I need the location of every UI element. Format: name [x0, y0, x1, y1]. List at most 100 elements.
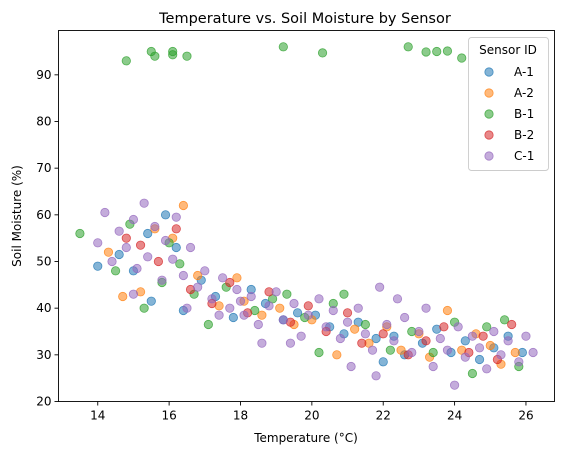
data-point-c-1: [182, 303, 192, 313]
y-tick-label: 30: [36, 348, 51, 362]
data-point-b-1: [150, 51, 160, 61]
y-tick-label: 50: [36, 255, 51, 269]
x-axis-ticks: 14 16 18 20 22 24 26: [90, 401, 534, 423]
y-tick-label: 70: [36, 161, 51, 175]
data-point-c-1: [107, 256, 117, 267]
data-point-c-1: [382, 319, 392, 330]
data-point-c-1: [218, 273, 228, 283]
data-point-b-1: [499, 315, 510, 325]
y-tick-label: 20: [36, 395, 51, 409]
data-point-b-1: [482, 322, 492, 332]
legend-box: [468, 37, 549, 171]
data-point-a-2: [332, 350, 342, 360]
data-point-a-1: [474, 354, 485, 365]
data-point-a-2: [275, 303, 285, 313]
data-point-b-2: [135, 240, 146, 250]
data-point-c-1: [232, 284, 242, 295]
data-point-b-1: [317, 48, 328, 58]
data-point-c-1: [128, 289, 139, 299]
data-point-c-1: [392, 294, 403, 304]
data-point-c-1: [239, 310, 249, 320]
data-point-c-1: [503, 336, 513, 346]
data-point-c-1: [253, 319, 263, 330]
data-point-c-1: [482, 364, 492, 374]
data-point-b-1: [110, 266, 121, 276]
x-tick-label: 22: [376, 409, 391, 423]
data-point-c-1: [389, 336, 399, 346]
y-axis-ticks: 20 30 40 50 60 70 80 90: [36, 68, 59, 409]
data-point-a-1: [146, 296, 156, 306]
data-point-c-1: [407, 347, 417, 358]
data-point-c-1: [314, 294, 324, 304]
data-point-b-1: [339, 289, 349, 299]
data-point-b-2: [171, 224, 181, 234]
data-point-a-1: [378, 357, 388, 367]
data-point-c-1: [93, 238, 103, 248]
data-point-b-1: [175, 259, 185, 269]
data-point-c-1: [371, 371, 381, 381]
data-point-c-1: [442, 345, 453, 355]
data-point-c-1: [421, 303, 431, 313]
data-point-b-1: [421, 47, 431, 57]
y-tick-label: 60: [36, 208, 51, 222]
y-axis-label: Soil Moisture (%): [10, 165, 24, 267]
data-point-c-1: [285, 338, 296, 348]
data-point-a-1: [160, 210, 171, 220]
data-point-c-1: [214, 310, 224, 320]
data-point-a-1: [114, 249, 124, 260]
data-point-b-1: [121, 56, 131, 66]
data-point-a-2: [257, 310, 267, 320]
data-point-b-2: [121, 233, 131, 243]
data-point-a-2: [232, 273, 242, 283]
data-point-b-2: [421, 336, 431, 346]
data-point-a-1: [460, 336, 470, 346]
data-point-b-1: [360, 319, 370, 330]
data-point-c-1: [467, 331, 478, 341]
legend-label-b-1: B-1: [514, 107, 534, 121]
data-point-c-1: [496, 350, 506, 360]
data-point-c-1: [335, 333, 345, 344]
data-point-c-1: [342, 317, 353, 327]
data-point-b-1: [428, 347, 438, 358]
data-point-c-1: [474, 343, 485, 353]
data-point-c-1: [114, 226, 124, 236]
data-point-c-1: [193, 282, 203, 292]
data-point-c-1: [289, 298, 299, 309]
data-point-b-1: [278, 42, 288, 52]
data-point-c-1: [100, 207, 110, 218]
data-point-b-1: [168, 50, 178, 60]
legend-items: A-1 A-2 B-1 B-2 C-1: [484, 65, 534, 163]
data-point-b-2: [439, 322, 449, 332]
points-layer: [75, 42, 538, 390]
x-tick-label: 18: [233, 409, 248, 423]
data-point-a-2: [118, 291, 128, 302]
data-point-c-1: [235, 296, 246, 306]
data-point-b-1: [442, 46, 453, 56]
legend-label-a-1: A-1: [514, 65, 534, 79]
legend-title: Sensor ID: [479, 43, 537, 57]
data-point-a-1: [171, 242, 181, 253]
x-axis-label: Temperature (°C): [253, 431, 358, 445]
data-point-a-2: [510, 347, 520, 358]
data-point-c-1: [264, 301, 274, 311]
data-point-a-2: [485, 340, 495, 351]
data-point-c-1: [428, 361, 438, 372]
data-point-a-2: [103, 247, 114, 257]
y-tick-label: 80: [36, 115, 51, 129]
data-point-c-1: [178, 270, 188, 281]
legend-marker-a-1: [484, 67, 494, 77]
y-tick-label: 90: [36, 68, 51, 82]
x-tick-label: 24: [447, 409, 462, 423]
data-point-c-1: [346, 361, 356, 372]
data-point-c-1: [521, 331, 531, 341]
data-point-c-1: [296, 331, 306, 341]
data-point-c-1: [367, 345, 378, 355]
data-point-c-1: [157, 275, 167, 285]
data-point-c-1: [171, 212, 181, 222]
legend-label-a-2: A-2: [514, 86, 534, 100]
data-point-c-1: [128, 214, 139, 225]
data-point-c-1: [150, 221, 160, 232]
data-point-c-1: [132, 263, 142, 274]
data-point-b-1: [75, 228, 85, 239]
data-point-c-1: [257, 338, 267, 348]
